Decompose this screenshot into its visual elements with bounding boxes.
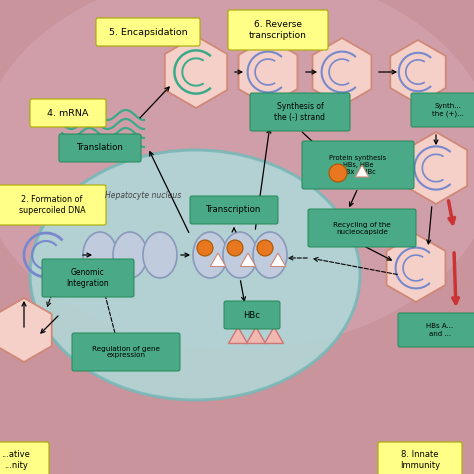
Polygon shape: [228, 327, 247, 344]
Ellipse shape: [83, 232, 117, 278]
Text: Synthesis of
the (-) strand: Synthesis of the (-) strand: [274, 102, 326, 122]
Text: ...ative
...nity: ...ative ...nity: [1, 450, 30, 470]
Polygon shape: [246, 327, 265, 344]
FancyBboxPatch shape: [308, 209, 416, 247]
Ellipse shape: [253, 232, 287, 278]
FancyBboxPatch shape: [72, 333, 180, 371]
Polygon shape: [240, 253, 256, 266]
Text: HBs A...
and ...: HBs A... and ...: [427, 323, 454, 337]
Text: Regulation of gene
expression: Regulation of gene expression: [92, 346, 160, 358]
FancyBboxPatch shape: [0, 185, 106, 225]
Ellipse shape: [143, 232, 177, 278]
Ellipse shape: [223, 232, 257, 278]
Text: 6. Reverse
transcription: 6. Reverse transcription: [249, 20, 307, 40]
Polygon shape: [264, 327, 283, 344]
FancyBboxPatch shape: [398, 313, 474, 347]
FancyBboxPatch shape: [190, 196, 278, 224]
Polygon shape: [355, 165, 369, 177]
FancyBboxPatch shape: [59, 134, 141, 162]
Polygon shape: [312, 38, 372, 106]
Polygon shape: [210, 253, 226, 266]
Ellipse shape: [30, 150, 360, 400]
Polygon shape: [387, 234, 446, 302]
Text: Genomic
Integration: Genomic Integration: [67, 268, 109, 288]
FancyBboxPatch shape: [228, 10, 328, 50]
Circle shape: [257, 240, 273, 256]
Polygon shape: [390, 40, 446, 104]
FancyBboxPatch shape: [411, 93, 474, 127]
Polygon shape: [270, 253, 286, 266]
FancyBboxPatch shape: [224, 301, 280, 329]
Text: Translation: Translation: [77, 144, 123, 153]
Ellipse shape: [193, 232, 227, 278]
Polygon shape: [165, 36, 227, 108]
Text: Hepatocyte nucleus: Hepatocyte nucleus: [105, 191, 181, 200]
Ellipse shape: [113, 232, 147, 278]
Polygon shape: [238, 38, 298, 106]
Text: HBc: HBc: [244, 310, 260, 319]
Ellipse shape: [0, 0, 474, 350]
Circle shape: [329, 164, 347, 182]
Text: 2. Formation of
supercoiled DNA: 2. Formation of supercoiled DNA: [18, 195, 85, 215]
FancyBboxPatch shape: [96, 18, 200, 46]
Text: 5. Encapsidation: 5. Encapsidation: [109, 27, 187, 36]
Text: Protein synthesis
HBs, HBe
HBx    HBc: Protein synthesis HBs, HBe HBx HBc: [329, 155, 387, 175]
FancyBboxPatch shape: [30, 99, 106, 127]
FancyBboxPatch shape: [378, 442, 462, 474]
Polygon shape: [0, 298, 52, 362]
Text: Transcription: Transcription: [206, 206, 262, 215]
Text: 4. mRNA: 4. mRNA: [47, 109, 89, 118]
Text: 8. Innate
Immunity: 8. Innate Immunity: [400, 450, 440, 470]
Circle shape: [197, 240, 213, 256]
Circle shape: [227, 240, 243, 256]
Text: Recycling of the
nucleocapside: Recycling of the nucleocapside: [333, 221, 391, 235]
FancyBboxPatch shape: [0, 442, 49, 474]
Text: Synth...
the (+)...: Synth... the (+)...: [432, 103, 464, 117]
FancyBboxPatch shape: [302, 141, 414, 189]
FancyBboxPatch shape: [42, 259, 134, 297]
Polygon shape: [405, 132, 467, 204]
FancyBboxPatch shape: [250, 93, 350, 131]
